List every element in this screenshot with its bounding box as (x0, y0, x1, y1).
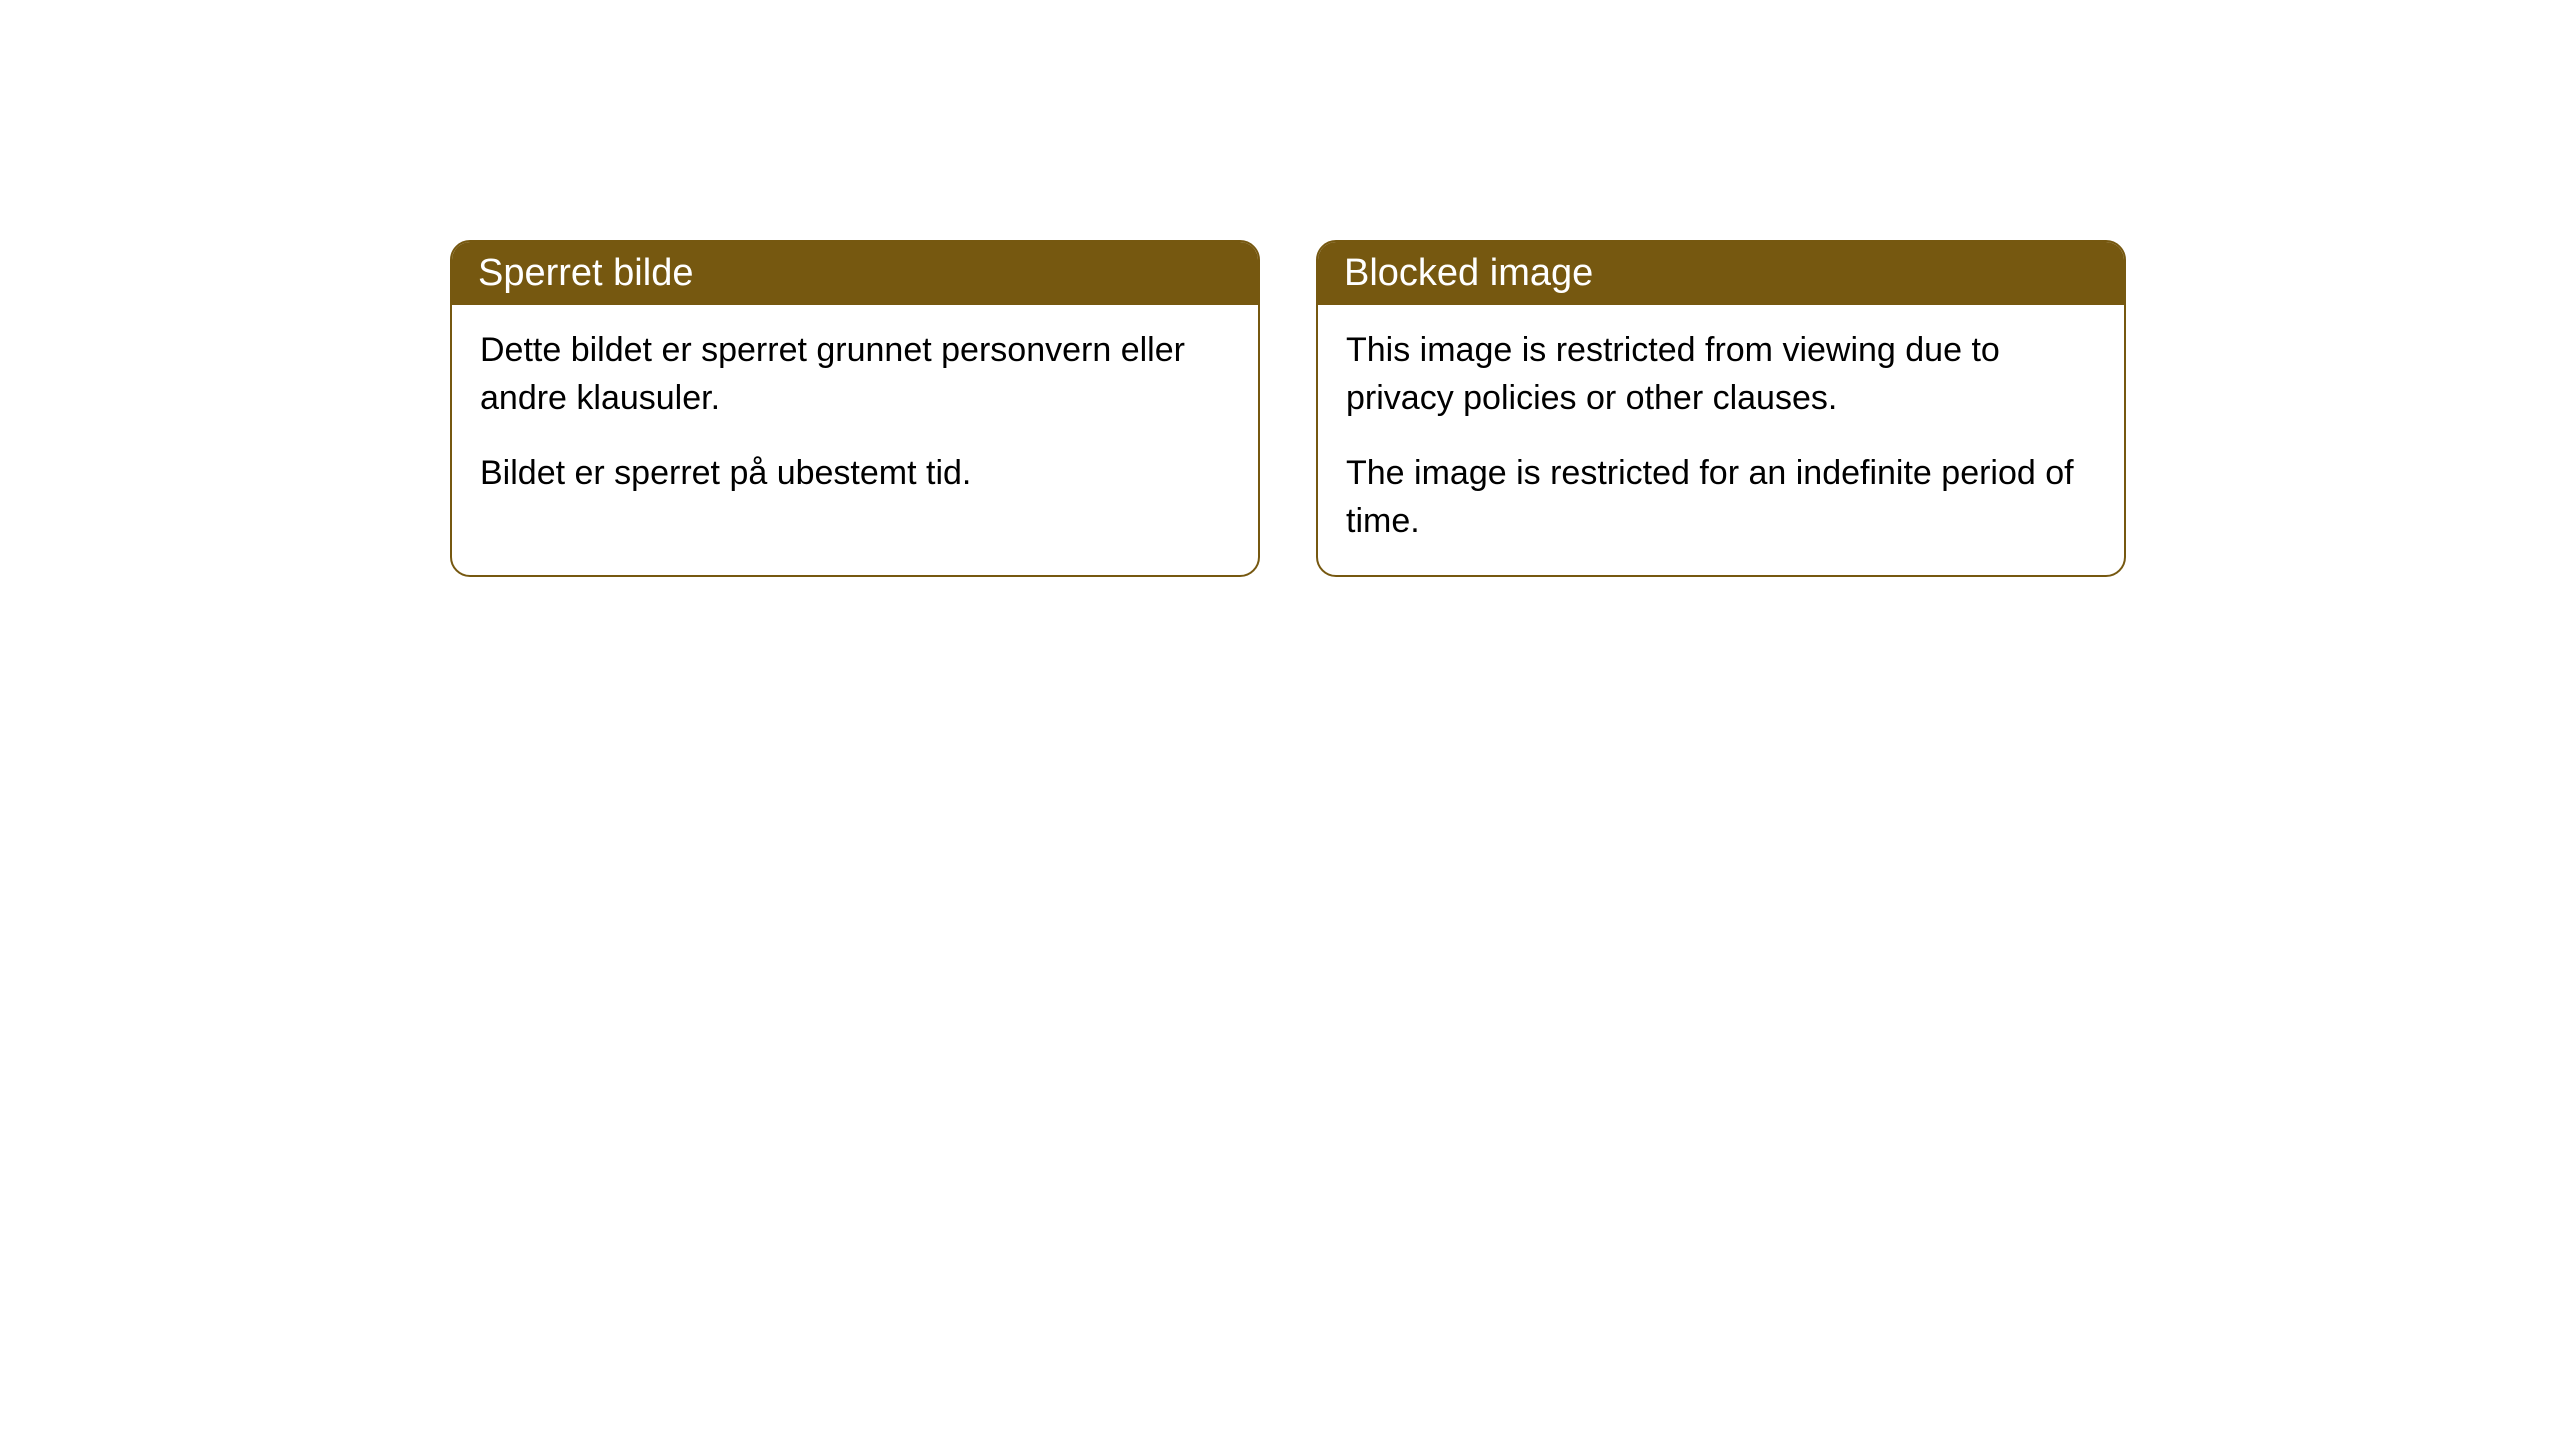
card-header: Sperret bilde (452, 242, 1258, 305)
card-body: Dette bildet er sperret grunnet personve… (452, 305, 1258, 528)
notice-card-norwegian: Sperret bilde Dette bildet er sperret gr… (450, 240, 1260, 577)
notice-cards-container: Sperret bilde Dette bildet er sperret gr… (450, 240, 2126, 577)
card-title: Blocked image (1344, 252, 1593, 294)
card-paragraph: Dette bildet er sperret grunnet personve… (480, 327, 1230, 422)
card-paragraph: This image is restricted from viewing du… (1346, 327, 2096, 422)
notice-card-english: Blocked image This image is restricted f… (1316, 240, 2126, 577)
card-paragraph: The image is restricted for an indefinit… (1346, 450, 2096, 545)
card-title: Sperret bilde (478, 252, 693, 294)
card-body: This image is restricted from viewing du… (1318, 305, 2124, 575)
card-paragraph: Bildet er sperret på ubestemt tid. (480, 450, 1230, 498)
card-header: Blocked image (1318, 242, 2124, 305)
